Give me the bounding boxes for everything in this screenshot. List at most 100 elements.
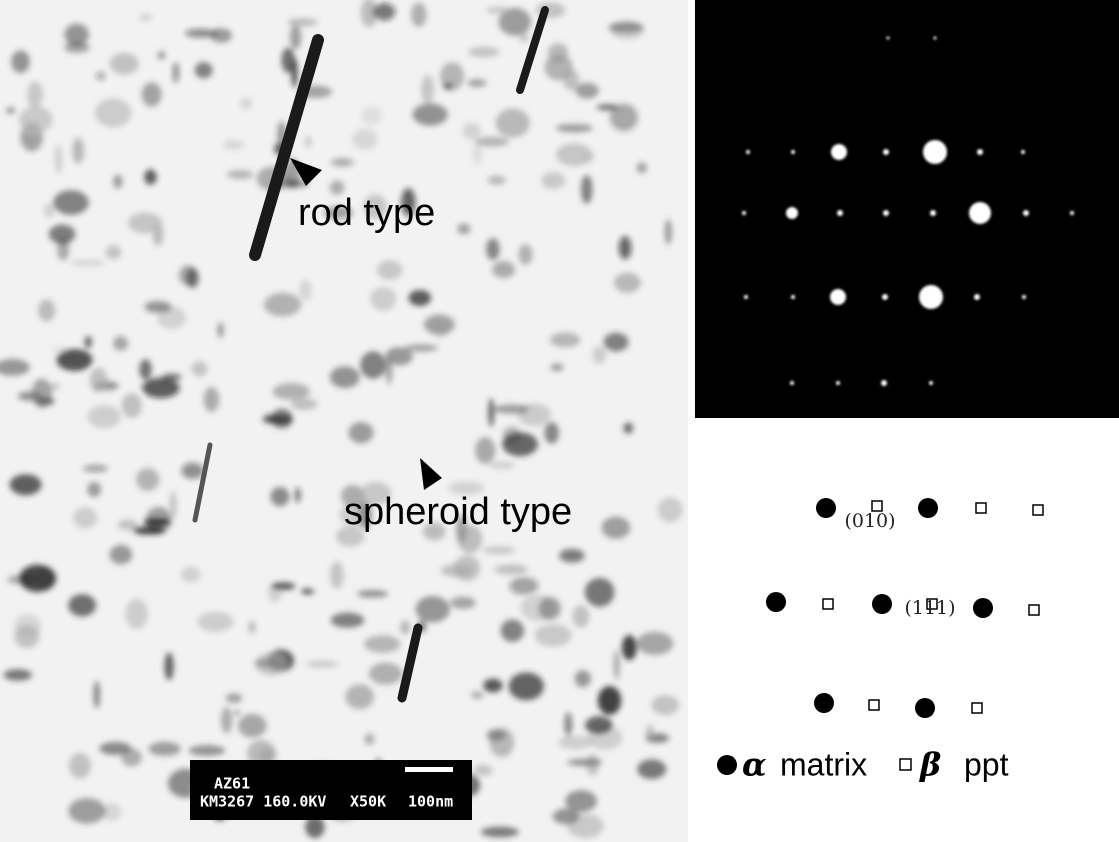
spot	[883, 149, 889, 155]
particle	[541, 172, 565, 189]
particle	[227, 170, 253, 179]
particle	[87, 405, 120, 428]
alpha-spot	[814, 693, 834, 713]
particle	[38, 299, 55, 321]
particle	[6, 107, 15, 114]
particle	[364, 733, 374, 745]
particle	[263, 415, 293, 424]
particle	[110, 53, 139, 75]
particle	[240, 98, 251, 110]
spot	[836, 381, 840, 385]
particle	[128, 213, 162, 234]
particle	[14, 614, 41, 637]
particle	[32, 379, 52, 408]
particle	[475, 437, 495, 464]
particle	[496, 108, 530, 137]
particle	[619, 236, 632, 260]
particle	[468, 47, 499, 58]
particle	[145, 301, 172, 313]
particle	[189, 745, 226, 756]
particle	[518, 244, 532, 265]
particle	[623, 423, 633, 434]
particle	[204, 387, 220, 412]
particle	[509, 672, 544, 700]
scale-info: KM3267 160.0KV	[200, 793, 326, 811]
particle	[238, 714, 266, 738]
particle	[558, 735, 593, 749]
particle	[473, 143, 483, 164]
particle	[295, 487, 301, 502]
particle	[553, 809, 580, 825]
particle	[454, 555, 481, 581]
particle	[264, 293, 301, 317]
particle	[510, 577, 539, 595]
particle	[164, 652, 173, 680]
particle	[488, 176, 506, 185]
particle	[463, 123, 481, 140]
particle	[486, 6, 509, 13]
particle	[3, 669, 32, 680]
particle	[483, 679, 502, 693]
particle	[471, 691, 484, 698]
particle	[182, 463, 204, 479]
particle	[573, 605, 590, 627]
spot	[744, 295, 748, 299]
particle	[291, 398, 318, 410]
particle	[234, 709, 240, 716]
particle	[99, 742, 131, 755]
particle	[11, 50, 29, 73]
particle	[519, 32, 529, 42]
spot	[791, 150, 795, 154]
particle	[272, 582, 296, 590]
particle	[221, 707, 232, 733]
particle	[483, 546, 516, 554]
particle	[539, 597, 561, 620]
spot	[929, 381, 933, 385]
particle	[565, 712, 572, 736]
particle	[148, 742, 180, 756]
particle	[360, 351, 386, 379]
particle	[70, 260, 105, 266]
spot	[742, 211, 746, 215]
particle	[494, 564, 528, 574]
spot	[969, 202, 991, 224]
particle	[68, 798, 105, 823]
particle	[19, 565, 56, 592]
spot	[837, 210, 843, 216]
spot	[831, 144, 847, 160]
particle	[122, 393, 142, 417]
particle	[443, 83, 453, 90]
particle	[602, 517, 631, 539]
particle	[126, 599, 148, 629]
particle	[301, 588, 314, 594]
particle	[287, 19, 318, 27]
particle	[490, 728, 515, 757]
particle	[93, 681, 100, 709]
particle	[306, 661, 339, 668]
particle	[592, 346, 606, 364]
particle	[330, 366, 360, 388]
particle	[369, 663, 402, 685]
particle	[139, 14, 152, 21]
spot	[930, 210, 936, 216]
spot	[790, 381, 794, 385]
legend-symbol: α	[742, 746, 767, 784]
particle	[44, 203, 55, 218]
particle	[585, 578, 615, 607]
particle	[636, 632, 673, 655]
spot	[882, 294, 888, 300]
magnification: X50K	[350, 793, 386, 811]
particle	[550, 333, 581, 348]
particle	[68, 594, 96, 616]
alpha-spot	[816, 498, 836, 518]
spot	[919, 285, 943, 309]
spot	[791, 295, 795, 299]
particle	[106, 245, 121, 259]
particle	[69, 753, 91, 779]
particle	[349, 422, 374, 443]
particle	[96, 72, 105, 80]
annotation: rod type	[298, 192, 435, 234]
particle	[57, 349, 93, 371]
particle	[217, 322, 223, 338]
particle	[457, 223, 470, 234]
